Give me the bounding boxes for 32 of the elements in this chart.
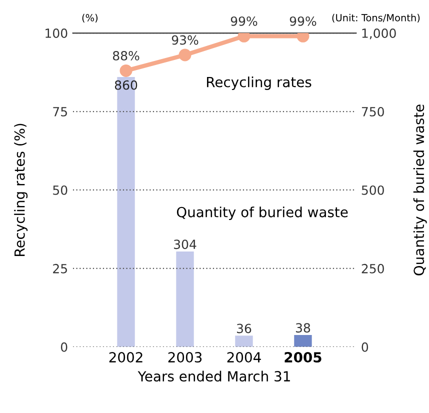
data-label: 88% [112, 50, 140, 60]
y-tick-label: 75 [53, 107, 67, 116]
x-tick-label: 2002 [109, 352, 142, 363]
x-axis-title: Years ended March 31 [138, 370, 290, 382]
text: (Unit: Tons/Month) [332, 14, 420, 23]
y-axis-title: Recycling rates (%) [14, 124, 28, 256]
text: (%) [82, 14, 98, 23]
x-tick-label: 2003 [168, 352, 202, 363]
text: Quantity of buried waste [176, 206, 348, 220]
data-label: 99% [290, 16, 316, 26]
x-tick-label: 2004 [227, 352, 261, 363]
y-tick-label: 25 [53, 264, 67, 274]
data-label: 99% [230, 16, 258, 26]
data-label: 93% [172, 35, 198, 45]
y2-tick-label: 0 [362, 342, 368, 352]
bar [176, 252, 194, 347]
y2-tick-label: 500 [362, 185, 384, 195]
data-label: 38 [296, 323, 310, 333]
data-label: 860 [114, 80, 138, 90]
series-label: Recycling rates [207, 76, 312, 90]
bar [294, 334, 312, 347]
data-label: 304 [174, 240, 196, 250]
data-label: 36 [236, 324, 252, 334]
y2-tick-label: 750 [362, 106, 384, 116]
y2-axis-title: Quantity of buried waste [413, 104, 427, 276]
x-tick-label: 2005 [284, 352, 322, 363]
y-tick-label: 100 [46, 28, 68, 38]
y-tick-label: 50 [53, 185, 68, 195]
y2-tick-label: 250 [362, 264, 384, 274]
y2-tick-label: 1,000 [362, 28, 396, 40]
y-tick-label: 0 [60, 342, 68, 352]
bar [235, 336, 253, 347]
